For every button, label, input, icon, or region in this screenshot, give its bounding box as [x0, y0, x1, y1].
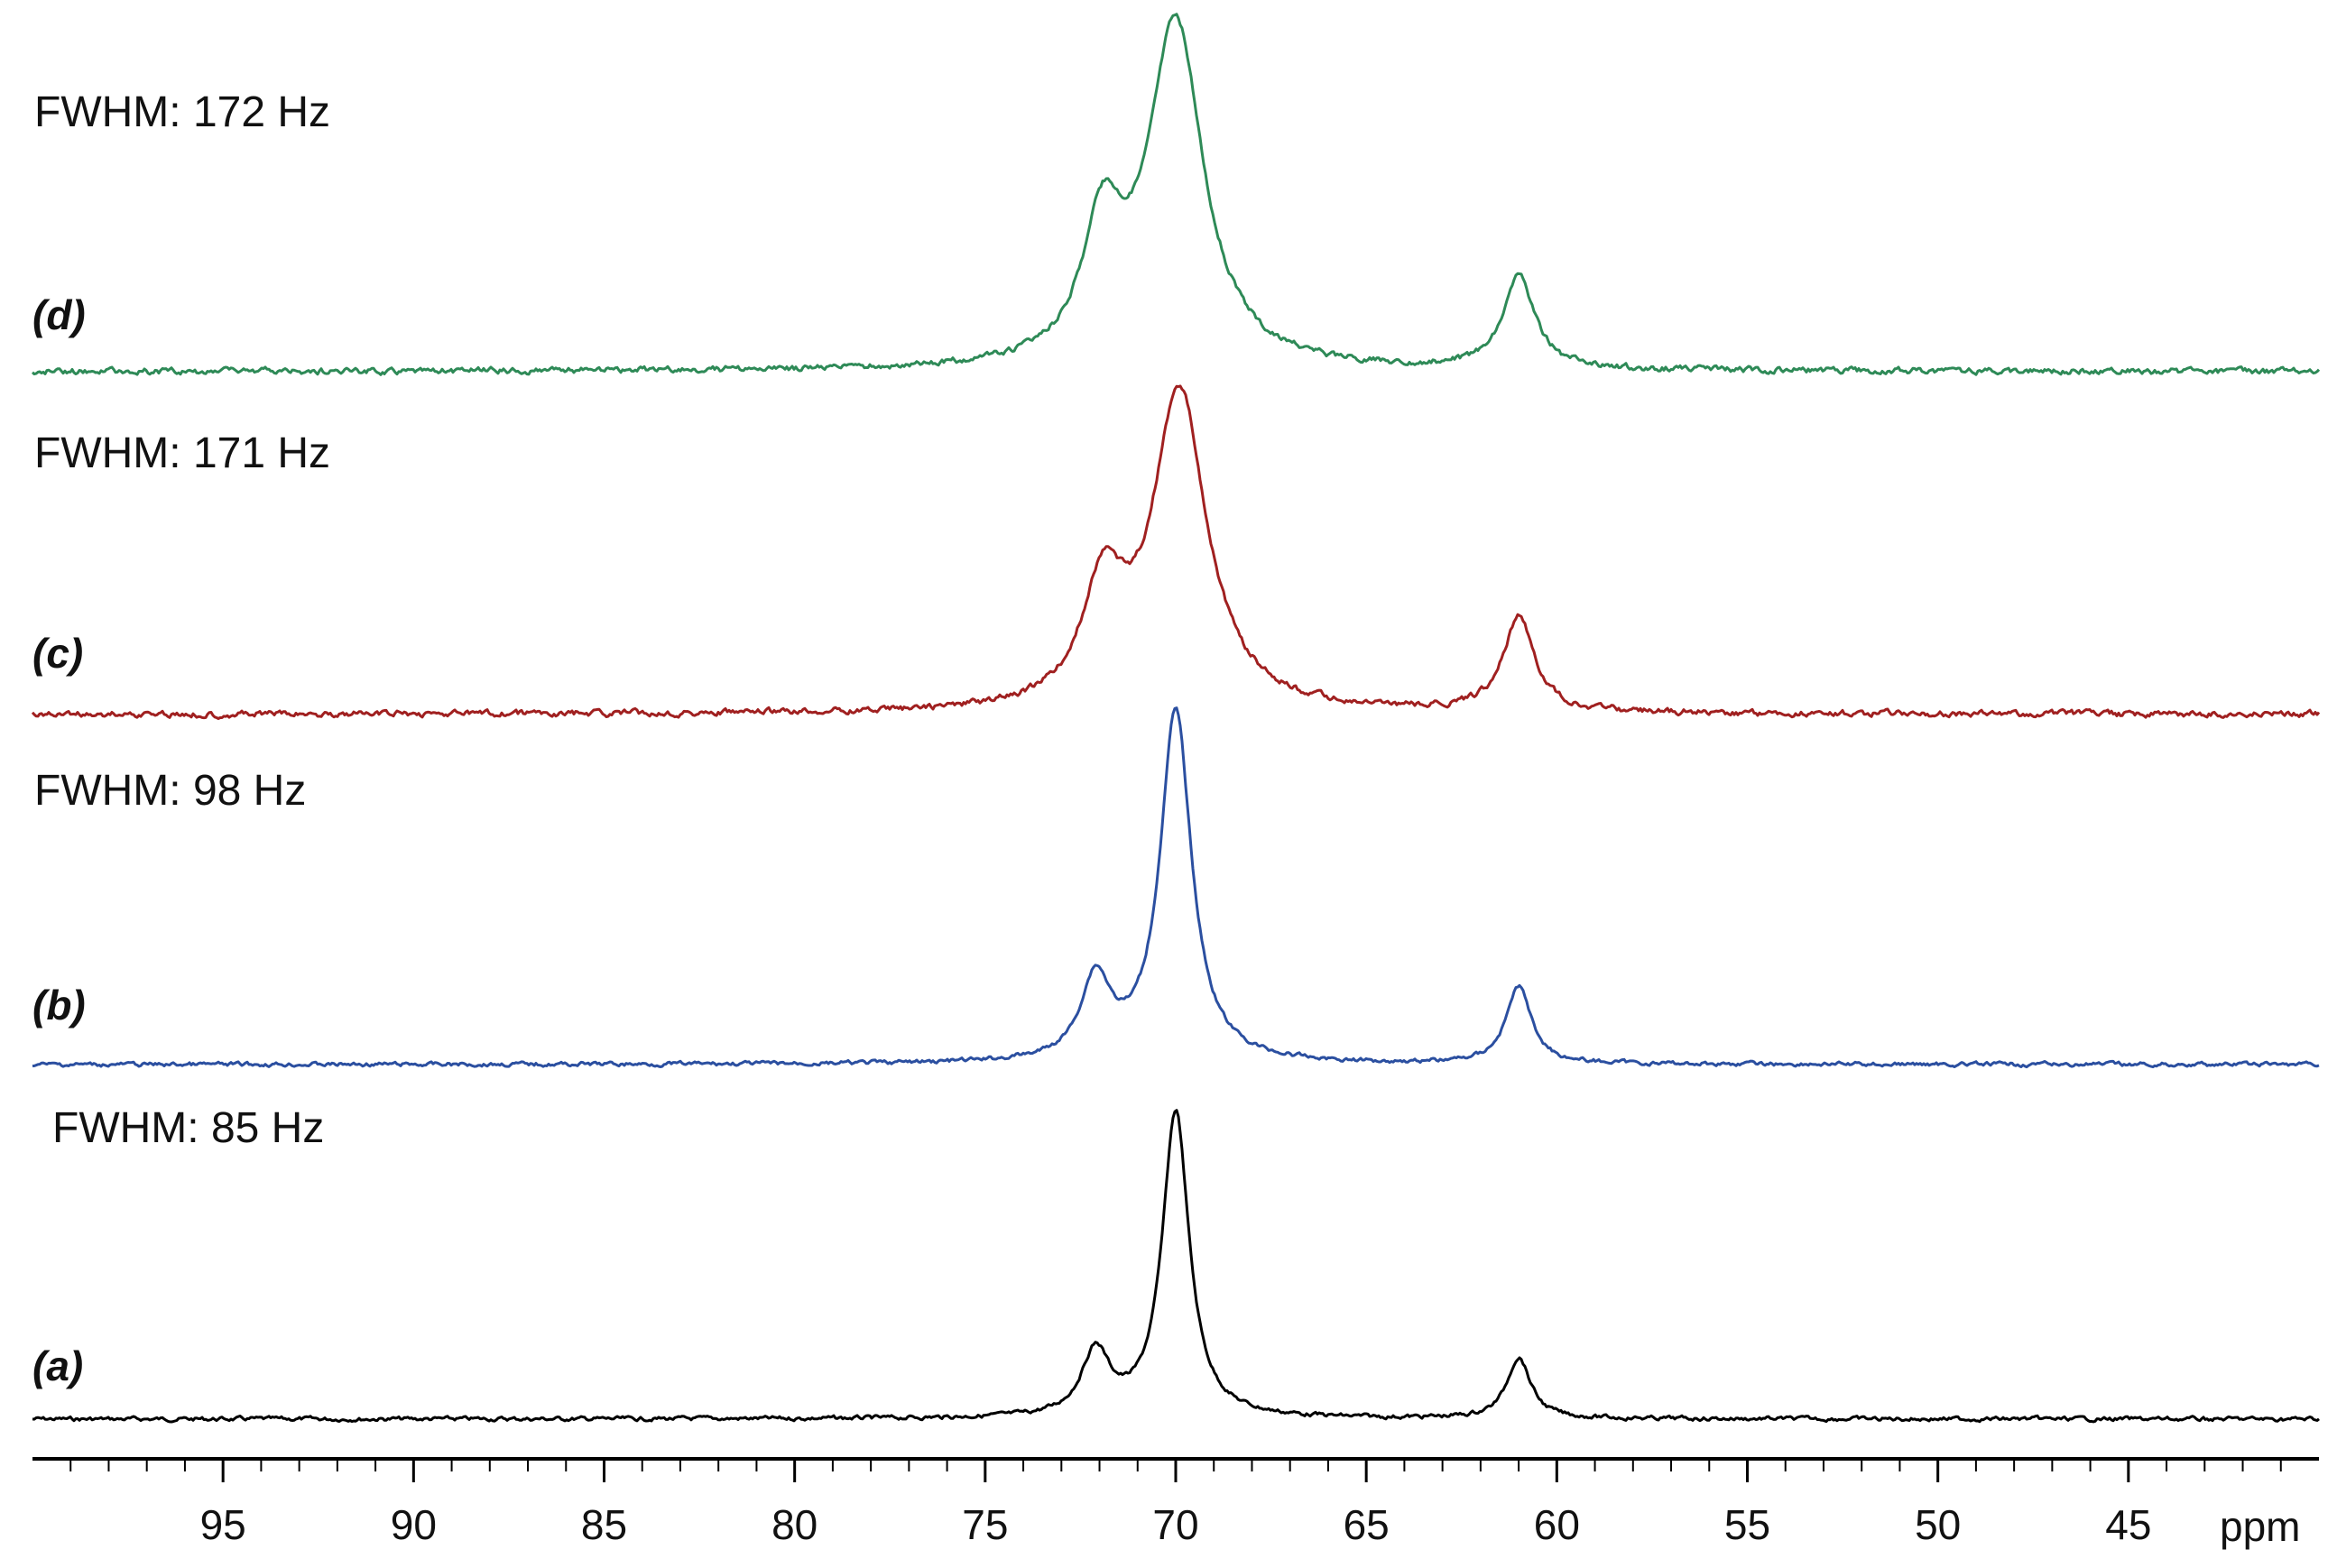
x-axis: 95 90 85 80 75 70 65 60 55 50 45 ppm — [32, 1457, 2319, 1550]
fwhm-label-c: FWHM: 171 Hz — [34, 429, 330, 477]
x-tick-label: 65 — [1344, 1501, 1390, 1548]
fwhm-label-d: FWHM: 172 Hz — [34, 88, 330, 136]
spectrum-trace-a — [32, 1109, 2320, 1424]
x-tick-label: 60 — [1534, 1501, 1580, 1548]
x-tick-label: 85 — [581, 1501, 627, 1548]
panel-label-b: (b) — [32, 982, 86, 1028]
x-axis-ticks: 95 90 85 80 75 70 65 60 55 50 45 — [69, 1459, 2282, 1548]
x-tick-label: 50 — [1915, 1501, 1961, 1548]
x-tick-label: 75 — [962, 1501, 1008, 1548]
spectra-traces — [31, 13, 2321, 1424]
fwhm-label-b: FWHM: 98 Hz — [34, 767, 306, 815]
x-tick-label: 90 — [391, 1501, 437, 1548]
x-tick-label: 70 — [1152, 1501, 1198, 1548]
x-tick-label: 80 — [771, 1501, 817, 1548]
x-tick-label: 55 — [1724, 1501, 1770, 1548]
x-axis-unit: ppm — [2220, 1503, 2300, 1550]
panel-label-c: (c) — [32, 630, 83, 677]
panel-label-a: (a) — [32, 1342, 83, 1389]
panel-label-d: (d) — [32, 291, 86, 338]
spectrum-trace-c — [31, 384, 2321, 720]
spectrum-trace-b — [32, 706, 2320, 1069]
x-tick-label: 45 — [2105, 1501, 2151, 1548]
spectrum-trace-d — [31, 13, 2321, 376]
trace-labels: FWHM: 172 Hz (d) FWHM: 171 Hz (c) FWHM: … — [32, 88, 330, 1389]
x-tick-label: 95 — [200, 1501, 246, 1548]
fwhm-label-a: FWHM: 85 Hz — [52, 1104, 324, 1152]
